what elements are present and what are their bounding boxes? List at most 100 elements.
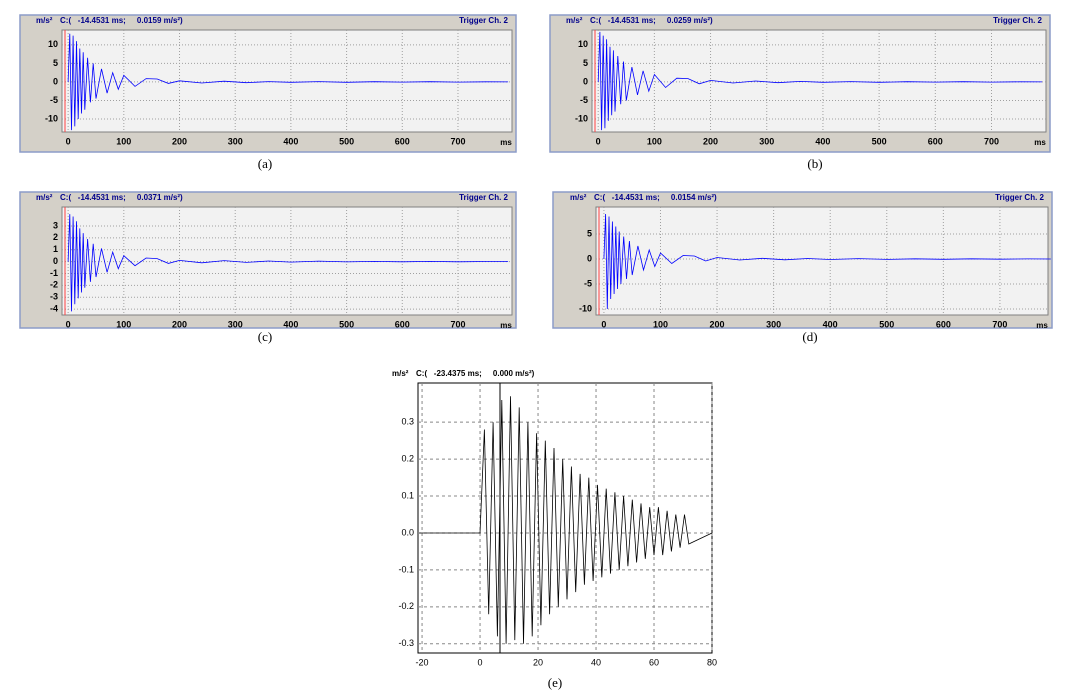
signal-line bbox=[67, 214, 509, 312]
x-tick-label: 300 bbox=[228, 136, 243, 146]
x-tick-label: 300 bbox=[228, 319, 243, 329]
y-tick-label: 0.2 bbox=[401, 453, 414, 463]
x-tick-label: 700 bbox=[450, 136, 465, 146]
y-tick-label: -10 bbox=[45, 113, 58, 123]
x-tick-label: 500 bbox=[872, 136, 887, 146]
y-tick-label: -0.2 bbox=[398, 601, 414, 611]
y-tick-label: -10 bbox=[575, 113, 588, 123]
x-tick-label: 100 bbox=[653, 319, 668, 329]
x-unit: ms bbox=[1036, 321, 1048, 330]
x-tick-label: 400 bbox=[815, 136, 830, 146]
y-tick-label: -1 bbox=[50, 268, 58, 278]
y-tick-label: 1 bbox=[53, 244, 58, 254]
x-tick-label: 700 bbox=[992, 319, 1007, 329]
cursor-readout: C:( -14.4531 ms; 0.0259 m/s²) bbox=[590, 16, 713, 25]
y-unit: m/s² bbox=[570, 193, 587, 202]
y-tick-label: 0.1 bbox=[401, 490, 414, 500]
x-tick-label: 600 bbox=[395, 136, 410, 146]
y-tick-label: 2 bbox=[53, 232, 58, 242]
cursor-readout: C:( -14.4531 ms; 0.0159 m/s²) bbox=[60, 16, 183, 25]
signal-line bbox=[597, 31, 1043, 131]
x-tick-label: 600 bbox=[395, 319, 410, 329]
y-tick-label: -5 bbox=[50, 95, 58, 105]
x-tick-label: 200 bbox=[703, 136, 718, 146]
y-tick-label: 0 bbox=[53, 256, 58, 266]
y-tick-label: -4 bbox=[50, 303, 58, 313]
x-tick-label: -20 bbox=[416, 657, 429, 667]
y-tick-label: -5 bbox=[580, 95, 588, 105]
x-tick-label: 200 bbox=[710, 319, 725, 329]
plot-area bbox=[591, 29, 1047, 133]
y-tick-label: 5 bbox=[583, 58, 588, 68]
cursor-readout: C:( -14.4531 ms; 0.0154 m/s²) bbox=[594, 193, 717, 202]
caption: (b) bbox=[807, 156, 822, 171]
x-tick-label: 400 bbox=[283, 136, 298, 146]
x-tick-label: 400 bbox=[823, 319, 838, 329]
x-tick-label: 0 bbox=[601, 319, 606, 329]
x-tick-label: 500 bbox=[339, 136, 354, 146]
y-tick-label: 5 bbox=[53, 58, 58, 68]
caption: (c) bbox=[258, 329, 272, 344]
x-tick-label: 400 bbox=[283, 319, 298, 329]
x-tick-label: 300 bbox=[759, 136, 774, 146]
plot-area bbox=[61, 29, 513, 133]
y-tick-label: 0.3 bbox=[401, 417, 414, 427]
signal-line bbox=[67, 33, 509, 131]
x-tick-label: 500 bbox=[339, 319, 354, 329]
cursor-readout: C:( -14.4531 ms; 0.0371 m/s²) bbox=[60, 193, 183, 202]
caption: (e) bbox=[548, 675, 562, 690]
trigger-label: Trigger Ch. 2 bbox=[459, 16, 508, 25]
y-unit: m/s² bbox=[566, 16, 583, 25]
x-tick-label: 20 bbox=[533, 657, 543, 667]
x-tick-label: 0 bbox=[66, 136, 71, 146]
x-tick-label: 0 bbox=[478, 657, 483, 667]
x-unit: ms bbox=[1034, 138, 1046, 147]
y-tick-label: -0.3 bbox=[398, 638, 414, 648]
trigger-label: Trigger Ch. 2 bbox=[459, 193, 508, 202]
signal-line bbox=[419, 396, 713, 644]
x-tick-label: 80 bbox=[707, 657, 717, 667]
y-tick-label: 10 bbox=[578, 39, 588, 49]
x-tick-label: 40 bbox=[591, 657, 601, 667]
caption: (d) bbox=[802, 329, 817, 344]
trigger-label: Trigger Ch. 2 bbox=[995, 193, 1044, 202]
y-tick-label: -3 bbox=[50, 292, 58, 302]
x-tick-label: 300 bbox=[766, 319, 781, 329]
x-tick-label: 0 bbox=[596, 136, 601, 146]
x-tick-label: 100 bbox=[116, 319, 131, 329]
x-tick-label: 600 bbox=[928, 136, 943, 146]
caption: (a) bbox=[258, 156, 272, 171]
y-unit: m/s² bbox=[36, 16, 53, 25]
x-tick-label: 100 bbox=[647, 136, 662, 146]
x-tick-label: 700 bbox=[984, 136, 999, 146]
signal-line bbox=[603, 213, 1051, 310]
x-tick-label: 0 bbox=[66, 319, 71, 329]
x-tick-label: 600 bbox=[936, 319, 951, 329]
y-tick-label: 0 bbox=[587, 253, 592, 263]
x-unit: ms bbox=[500, 138, 512, 147]
plot-area bbox=[417, 382, 713, 654]
y-tick-label: 0 bbox=[583, 76, 588, 86]
y-tick-label: 0.0 bbox=[401, 527, 414, 537]
y-tick-label: 5 bbox=[587, 228, 592, 238]
trigger-label: Trigger Ch. 2 bbox=[993, 16, 1042, 25]
x-tick-label: 500 bbox=[879, 319, 894, 329]
x-unit: ms bbox=[500, 321, 512, 330]
x-tick-label: 200 bbox=[172, 136, 187, 146]
plot-area bbox=[595, 206, 1049, 316]
x-tick-label: 60 bbox=[649, 657, 659, 667]
y-tick-label: -5 bbox=[584, 278, 592, 288]
y-tick-label: 10 bbox=[48, 39, 58, 49]
x-tick-label: 100 bbox=[116, 136, 131, 146]
y-tick-label: -0.1 bbox=[398, 564, 414, 574]
cursor-readout: C:( -23.4375 ms; 0.000 m/s²) bbox=[416, 369, 535, 378]
x-tick-label: 700 bbox=[450, 319, 465, 329]
y-tick-label: 3 bbox=[53, 220, 58, 230]
y-unit: m/s² bbox=[392, 369, 409, 378]
x-tick-label: 200 bbox=[172, 319, 187, 329]
y-tick-label: -2 bbox=[50, 280, 58, 290]
y-tick-label: 0 bbox=[53, 76, 58, 86]
y-unit: m/s² bbox=[36, 193, 53, 202]
y-tick-label: -10 bbox=[579, 303, 592, 313]
